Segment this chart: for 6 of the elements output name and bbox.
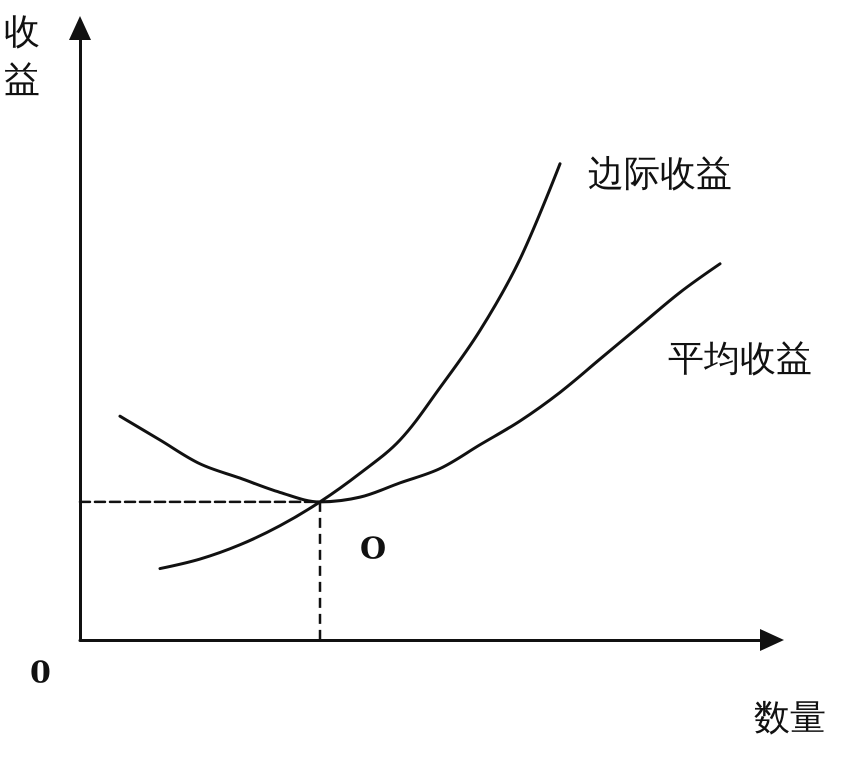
series-label: 平均收益 <box>668 338 812 380</box>
series-label: 边际收益 <box>588 153 732 194</box>
y-axis-title: 收益 <box>4 12 40 100</box>
annotation: O <box>360 531 386 566</box>
text: 0 <box>30 656 51 690</box>
x-axis-title: 数量 <box>754 698 826 738</box>
